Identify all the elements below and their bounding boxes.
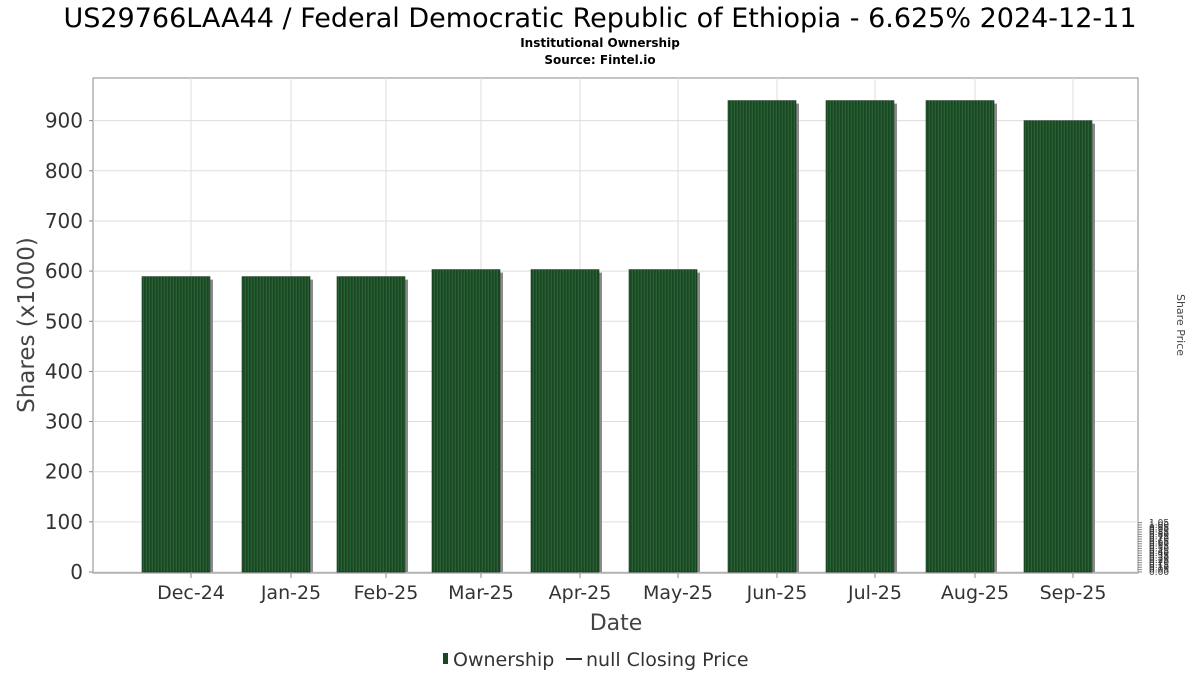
bar: [925, 100, 995, 573]
bar: [727, 100, 797, 573]
y-right-tick-label: 0.35: [1149, 552, 1169, 562]
y-right-tick-label: 0.00: [1149, 568, 1169, 578]
bar: [1023, 120, 1093, 573]
y-right-tick-label: 0.45: [1149, 547, 1169, 557]
y-tick-label: 800: [45, 159, 83, 183]
bar: [825, 100, 895, 573]
y-right-tick-label: 0.75: [1149, 533, 1169, 543]
bar-series: [141, 100, 1095, 573]
y-tick-label: 100: [45, 510, 83, 534]
chart-title: US29766LAA44 / Federal Democratic Republ…: [63, 3, 1136, 34]
bar: [241, 276, 311, 573]
y-right-tick-label: 0.85: [1149, 528, 1169, 538]
y-right-tick-label: 0.40: [1149, 549, 1169, 559]
y-axis-label: Shares (x1000): [14, 237, 40, 413]
bar: [336, 276, 406, 573]
x-tick-label: Mar-25: [448, 582, 514, 604]
y-tick-label: 500: [45, 309, 83, 333]
y-right-tick-label: 0.20: [1149, 559, 1169, 569]
x-axis-ticks: Dec-24 Jan-25 Feb-25 Mar-25 Apr-25 May-25 Jun-…: [157, 573, 1106, 604]
right-axis-ticks: 0.000.050.100.150.200.250.300.350.400.45…: [1138, 519, 1169, 578]
y-right-tick-label: 0.15: [1149, 561, 1169, 571]
y-tick-label: 0: [70, 560, 83, 584]
y-right-tick-label: 0.55: [1149, 542, 1169, 552]
left-axis-ticks: 0 100 200 300 400 500 600 700 800 900: [45, 109, 93, 584]
x-tick-label: Aug-25: [941, 582, 1009, 604]
bar: [141, 276, 211, 573]
x-tick-label: Sep-25: [1040, 582, 1107, 604]
y-right-tick-label: 0.50: [1149, 544, 1169, 554]
legend-price-label: null Closing Price: [586, 649, 749, 671]
y-right-tick-label: 0.90: [1149, 526, 1169, 536]
x-tick-label: Jul-25: [847, 582, 902, 604]
y-axis-right-label: Share Price: [1174, 294, 1187, 356]
y-tick-label: 400: [45, 359, 83, 383]
y-right-tick-label: 0.65: [1149, 537, 1169, 547]
x-tick-label: Feb-25: [354, 582, 419, 604]
y-right-tick-label: 0.10: [1149, 563, 1169, 573]
bar: [431, 269, 501, 573]
y-right-tick-label: 0.70: [1149, 535, 1169, 545]
y-tick-label: 200: [45, 460, 83, 484]
bar: [530, 269, 600, 573]
chart-subtitle: Institutional Ownership: [520, 36, 680, 50]
y-right-tick-label: 0.60: [1149, 540, 1169, 550]
bar: [628, 269, 698, 573]
x-axis-label: Date: [590, 611, 643, 636]
y-right-tick-label: 1.05: [1149, 519, 1169, 529]
y-right-tick-label: 1.00: [1149, 521, 1169, 531]
y-right-tick-label: 0.95: [1149, 523, 1169, 533]
x-tick-label: Dec-24: [157, 582, 225, 604]
y-tick-label: 900: [45, 109, 83, 133]
x-tick-label: Apr-25: [549, 582, 612, 604]
y-right-tick-label: 0.05: [1149, 566, 1169, 576]
y-right-tick-label: 0.25: [1149, 556, 1169, 566]
y-tick-label: 600: [45, 259, 83, 283]
legend-ownership-label: Ownership: [453, 649, 554, 671]
y-tick-label: 300: [45, 410, 83, 434]
x-tick-label: May-25: [643, 582, 713, 604]
y-right-tick-label: 0.80: [1149, 530, 1169, 540]
x-tick-label: Jun-25: [746, 582, 808, 604]
legend-ownership-marker: [443, 653, 448, 664]
chart-source: Source: Fintel.io: [544, 53, 655, 67]
legend: Ownership null Closing Price: [443, 649, 749, 671]
x-tick-label: Jan-25: [260, 582, 321, 604]
y-tick-label: 700: [45, 209, 83, 233]
y-right-tick-label: 0.30: [1149, 554, 1169, 564]
